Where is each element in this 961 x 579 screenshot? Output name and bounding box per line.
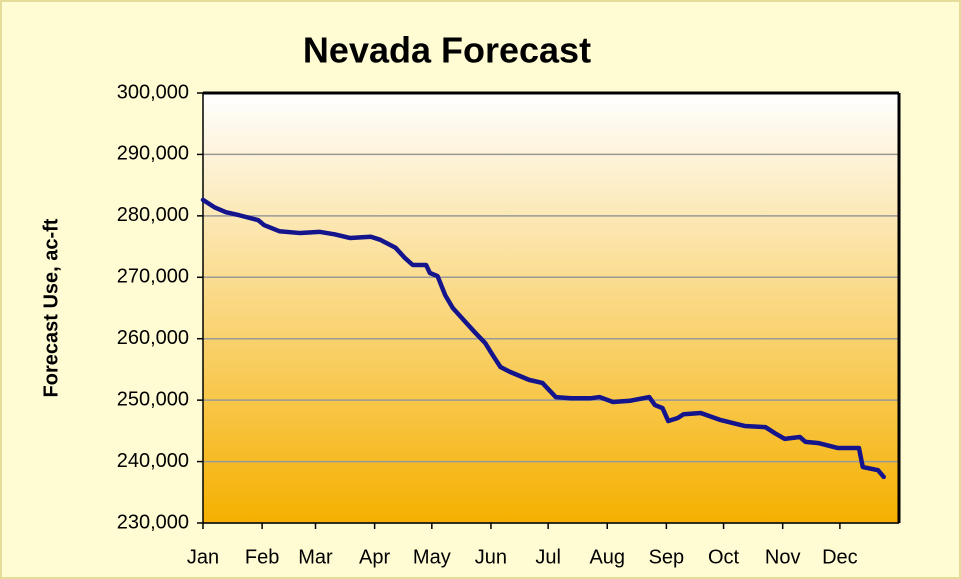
x-tick-label: Aug bbox=[589, 546, 625, 568]
y-tick-label: 260,000 bbox=[117, 327, 189, 349]
y-tick-label: 270,000 bbox=[117, 266, 189, 288]
x-tick-label: Nov bbox=[765, 546, 801, 568]
y-tick-label: 230,000 bbox=[117, 511, 189, 533]
chart-title: Nevada Forecast bbox=[303, 30, 591, 71]
data-line bbox=[200, 197, 886, 480]
y-tick-label: 250,000 bbox=[117, 388, 189, 410]
x-tick-label: Jul bbox=[535, 546, 561, 568]
x-tick-label: Feb bbox=[245, 546, 279, 568]
y-tick-label: 240,000 bbox=[117, 450, 189, 472]
x-tick-label: Jun bbox=[475, 546, 507, 568]
x-tick-label: Mar bbox=[298, 546, 333, 568]
y-tick-label: 280,000 bbox=[117, 204, 189, 226]
y-tick-label: 290,000 bbox=[117, 143, 189, 165]
x-tick-label: Jan bbox=[187, 546, 219, 568]
x-tick-label: May bbox=[413, 546, 451, 568]
x-tick-label: Dec bbox=[822, 546, 858, 568]
plot-area bbox=[203, 93, 899, 523]
x-tick-label: Apr bbox=[359, 546, 390, 568]
y-tick-label: 300,000 bbox=[117, 81, 189, 103]
x-tick-label: Oct bbox=[708, 546, 740, 568]
y-axis-label: Forecast Use, ac-ft bbox=[40, 218, 62, 397]
x-tick-label: Sep bbox=[649, 546, 685, 568]
